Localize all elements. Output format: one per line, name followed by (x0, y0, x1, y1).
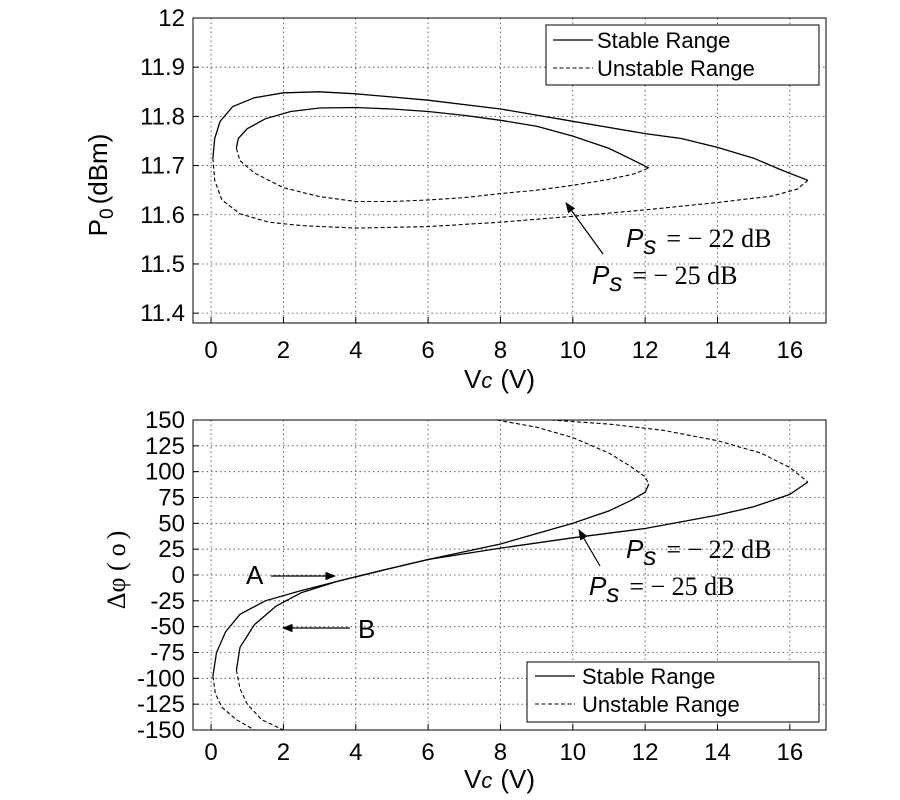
series-unstable-line (235, 148, 650, 203)
y-axis-label-bottom: Δφ (o) (102, 531, 131, 610)
y-tick-label: 150 (145, 407, 185, 434)
x-tick-label: 0 (204, 337, 217, 364)
y-tick-label: 11.7 (140, 153, 185, 180)
y-tick-label: -25 (150, 588, 185, 615)
y-tick-label: 11.8 (140, 103, 185, 130)
y-tick-label: 125 (145, 433, 185, 460)
x-axis-label-top: Vc (V) (464, 364, 535, 394)
annotation-arrow-top (565, 202, 604, 255)
series-unstable-line (496, 419, 650, 485)
y-tick-label: 25 (158, 536, 185, 563)
legend-bottom: Stable Range Unstable Range (526, 661, 820, 723)
series-stable-line (212, 91, 809, 181)
legend-label-stable-top: Stable Range (597, 28, 730, 53)
legend-box-bottom (526, 661, 820, 723)
y-tick-label: -100 (137, 665, 185, 692)
y-tick-label: 11.4 (140, 300, 185, 327)
chart-bottom: 0 2 4 6 8 10 12 14 16 1501251007550250-25-50-75-… (102, 407, 827, 794)
x-tick-label: 2 (277, 337, 290, 364)
x-tick-label: 2 (277, 739, 290, 766)
x-tick-label: 12 (632, 337, 659, 364)
x-axis-label-bottom: Vc (V) (464, 764, 535, 794)
y-tick-label: 11.6 (140, 202, 185, 229)
y-tick-label: 100 (145, 459, 185, 486)
series-unstable-line (212, 676, 255, 731)
y-tick-label: 11.9 (140, 54, 185, 81)
series-bottom (212, 419, 809, 731)
y-tick-label: -75 (150, 640, 185, 667)
legend-label-unstable-bottom: Unstable Range (582, 692, 740, 717)
annotation-label-a: A (246, 560, 264, 590)
x-tick-label: 0 (204, 739, 217, 766)
y-tick-label: 75 (158, 485, 185, 512)
legend-label-unstable-top: Unstable Range (597, 56, 755, 81)
legend-label-stable-bottom: Stable Range (582, 664, 715, 689)
x-tick-label: 14 (704, 337, 731, 364)
y-tick-label: -50 (150, 614, 185, 641)
x-tick-label: 14 (704, 739, 731, 766)
series-stable-line (235, 106, 650, 169)
x-tick-label: 10 (559, 337, 586, 364)
series-unstable-line (235, 669, 284, 731)
x-tick-label: 6 (421, 337, 434, 364)
series-unstable-line (212, 158, 809, 229)
annotation-arrow-ps-bottom (578, 529, 601, 567)
legend-box-top (545, 24, 820, 86)
y-axis-label-top: P0(dBm) (83, 134, 118, 237)
annotation-ps-25-bottom: Ps = − 25 dB (589, 571, 735, 608)
x-tick-label: 10 (559, 739, 586, 766)
x-tick-label: 4 (349, 739, 362, 766)
x-tick-label: 12 (632, 739, 659, 766)
x-ticks-bottom: 0 2 4 6 8 10 12 14 16 (204, 724, 803, 766)
annotation-ps-22-top: Ps = − 22 dB (626, 223, 772, 260)
x-tick-label: 6 (421, 739, 434, 766)
chart-top: 0 2 4 6 8 10 12 14 16 11.4 11.5 11.6 11.7 11.8 11.9 12… (83, 5, 827, 394)
legend-top: Stable Range Unstable Range (545, 24, 820, 86)
y-tick-label: 12 (158, 5, 185, 32)
annotation-label-b: B (358, 614, 375, 644)
series-stable-line (212, 481, 809, 677)
y-tick-label: 50 (158, 510, 185, 537)
x-tick-label: 16 (776, 337, 803, 364)
y-tick-label: -125 (137, 691, 185, 718)
y-tick-label: 11.5 (140, 251, 185, 278)
annotation-ps-25-top: Ps = − 25 dB (592, 260, 738, 297)
x-ticks-top: 0 2 4 6 8 10 12 14 16 (204, 317, 803, 364)
x-tick-label: 8 (494, 337, 507, 364)
y-ticks-top: 11.4 11.5 11.6 11.7 11.8 11.9 12 (140, 5, 199, 327)
x-tick-label: 8 (494, 739, 507, 766)
series-top (212, 91, 809, 229)
annotation-ps-22-bottom: Ps = − 22 dB (626, 534, 772, 571)
y-tick-label: 0 (172, 562, 185, 589)
y-tick-label: -150 (137, 717, 185, 744)
x-tick-label: 4 (349, 337, 362, 364)
x-tick-label: 16 (776, 739, 803, 766)
